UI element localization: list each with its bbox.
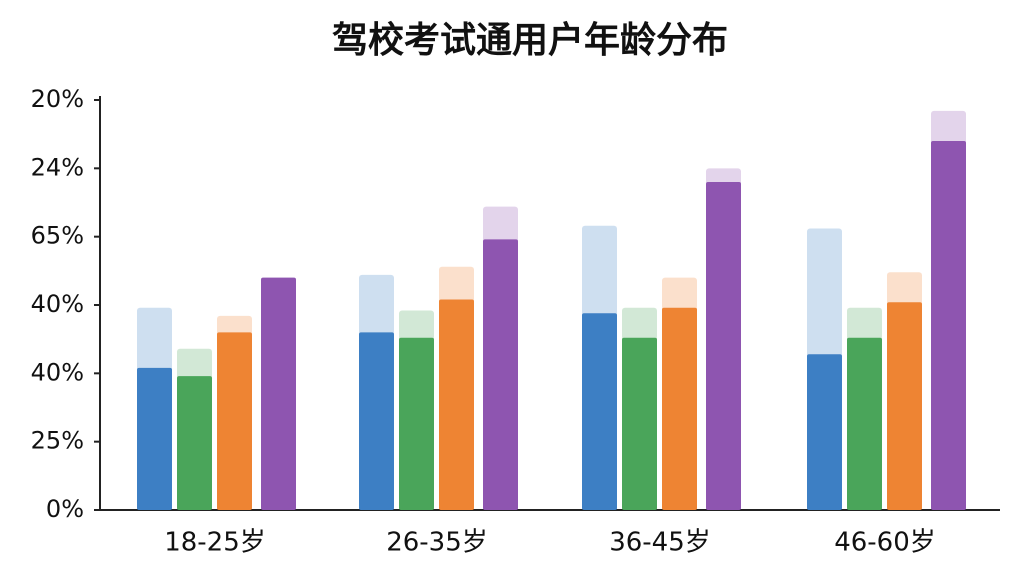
bar bbox=[483, 239, 518, 510]
bar bbox=[706, 182, 741, 510]
x-tick-label: 26-35岁 bbox=[386, 528, 488, 558]
bar bbox=[887, 302, 922, 510]
bar bbox=[622, 337, 657, 510]
y-tick-label: 0% bbox=[46, 495, 84, 523]
bar bbox=[399, 337, 434, 510]
bar bbox=[662, 307, 697, 510]
bar bbox=[261, 277, 296, 510]
bar bbox=[217, 332, 252, 510]
bar bbox=[847, 337, 882, 510]
bar bbox=[359, 332, 394, 510]
y-tick-label: 25% bbox=[31, 427, 84, 455]
bar bbox=[177, 376, 212, 510]
bar bbox=[931, 141, 966, 510]
y-tick-label: 40% bbox=[31, 358, 84, 386]
bar bbox=[439, 299, 474, 510]
bar bbox=[137, 367, 172, 510]
y-tick-label: 65% bbox=[31, 222, 84, 250]
x-tick-label: 36-45岁 bbox=[609, 528, 711, 558]
x-tick-label: 18-25岁 bbox=[164, 528, 266, 558]
bar bbox=[582, 313, 617, 510]
bar bbox=[807, 354, 842, 510]
chart-title: 驾校考试通用户年龄分布 bbox=[332, 20, 728, 61]
y-tick-label: 24% bbox=[31, 153, 84, 181]
x-tick-label: 46-60岁 bbox=[834, 528, 936, 558]
y-tick-label: 20% bbox=[31, 85, 84, 113]
y-tick-label: 40% bbox=[31, 290, 84, 318]
